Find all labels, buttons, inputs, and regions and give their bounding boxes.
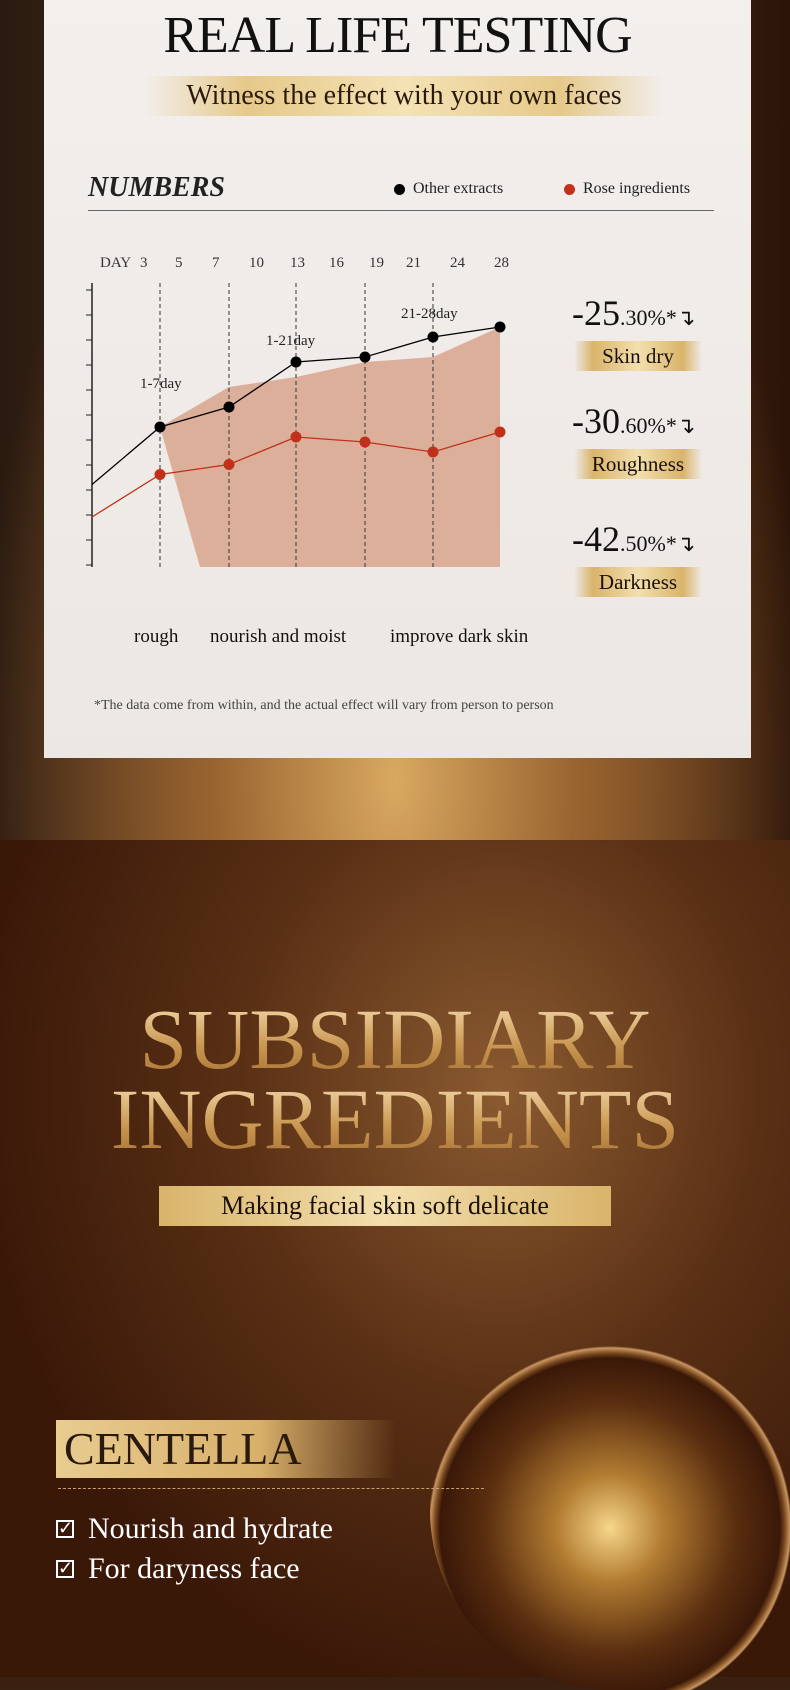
ingredient-name: CENTELLA bbox=[56, 1420, 396, 1478]
data-point bbox=[154, 421, 166, 433]
feature-item: ✓ For daryness face bbox=[56, 1552, 300, 1585]
stat-value: -42.50%*↴ bbox=[572, 519, 696, 559]
x-tick-label: 16 bbox=[329, 255, 345, 271]
stat-value: -30.60%*↴ bbox=[572, 401, 696, 441]
data-point bbox=[359, 436, 371, 448]
stat-label: Roughness bbox=[574, 449, 702, 479]
x-tick-label: 13 bbox=[290, 255, 305, 271]
legend-label: Other extracts bbox=[413, 180, 504, 197]
dashed-divider bbox=[58, 1488, 484, 1489]
data-point bbox=[290, 431, 302, 443]
legend-dot-icon bbox=[394, 183, 405, 195]
data-point bbox=[223, 459, 235, 470]
stat-label: Skin dry bbox=[574, 341, 702, 371]
disclaimer-note: *The data come from within, and the actu… bbox=[94, 698, 554, 713]
section-title-line1: SUBSIDIARY bbox=[0, 996, 790, 1082]
checkbox-icon: ✓ bbox=[56, 1518, 74, 1538]
x-tick-label: 28 bbox=[494, 255, 509, 271]
legend-rose: Rose ingredients bbox=[564, 180, 690, 198]
testing-card: REAL LIFE TESTING Witness the effect wit… bbox=[44, 0, 751, 758]
phase-label: nourish and moist bbox=[210, 626, 347, 647]
line-chart: DAY 3 5 7 10 13 16 19 21 24 28 1-7day 1-21day 21-28da… bbox=[86, 255, 509, 567]
data-point bbox=[223, 401, 235, 413]
feature-item: ✓ Nourish and hydrate bbox=[56, 1512, 333, 1545]
numbers-heading: NUMBERS bbox=[88, 172, 225, 203]
data-point bbox=[427, 446, 439, 458]
legend-dot-icon bbox=[564, 183, 575, 195]
x-tick-label: 5 bbox=[175, 255, 183, 271]
data-point bbox=[427, 331, 439, 343]
x-tick-label: DAY bbox=[100, 255, 131, 271]
area-fill bbox=[160, 327, 500, 567]
legend-label: Rose ingredients bbox=[583, 180, 691, 197]
tagline-banner: Making facial skin soft delicate bbox=[159, 1186, 611, 1226]
x-tick-label: 3 bbox=[140, 255, 148, 271]
checkbox-icon: ✓ bbox=[56, 1558, 74, 1578]
data-point bbox=[154, 469, 166, 480]
x-tick-label: 21 bbox=[406, 255, 421, 271]
stat-label: Darkness bbox=[574, 567, 702, 597]
section-title-line2: INGREDIENTS bbox=[0, 1076, 790, 1162]
legend-other: Other extracts bbox=[394, 180, 503, 198]
phase-label: rough bbox=[134, 626, 179, 647]
annotation: 1-21day bbox=[266, 333, 316, 349]
stat-value: -25.30%*↴ bbox=[572, 293, 696, 333]
divider bbox=[88, 210, 714, 211]
annotation: 1-7day bbox=[140, 376, 182, 392]
subtitle-banner: Witness the effect with your own faces bbox=[144, 76, 664, 116]
x-tick-label: 10 bbox=[249, 255, 264, 271]
serum-droplet-image bbox=[430, 1330, 790, 1690]
phase-label: improve dark skin bbox=[390, 626, 529, 647]
annotation: 21-28day bbox=[401, 306, 458, 322]
data-point bbox=[290, 356, 302, 368]
x-tick-label: 24 bbox=[450, 255, 466, 271]
data-point bbox=[494, 426, 506, 438]
page-title: REAL LIFE TESTING bbox=[163, 7, 632, 64]
data-point bbox=[494, 321, 506, 333]
data-point bbox=[359, 351, 371, 363]
x-tick-label: 19 bbox=[369, 255, 384, 271]
x-tick-label: 7 bbox=[212, 255, 220, 271]
